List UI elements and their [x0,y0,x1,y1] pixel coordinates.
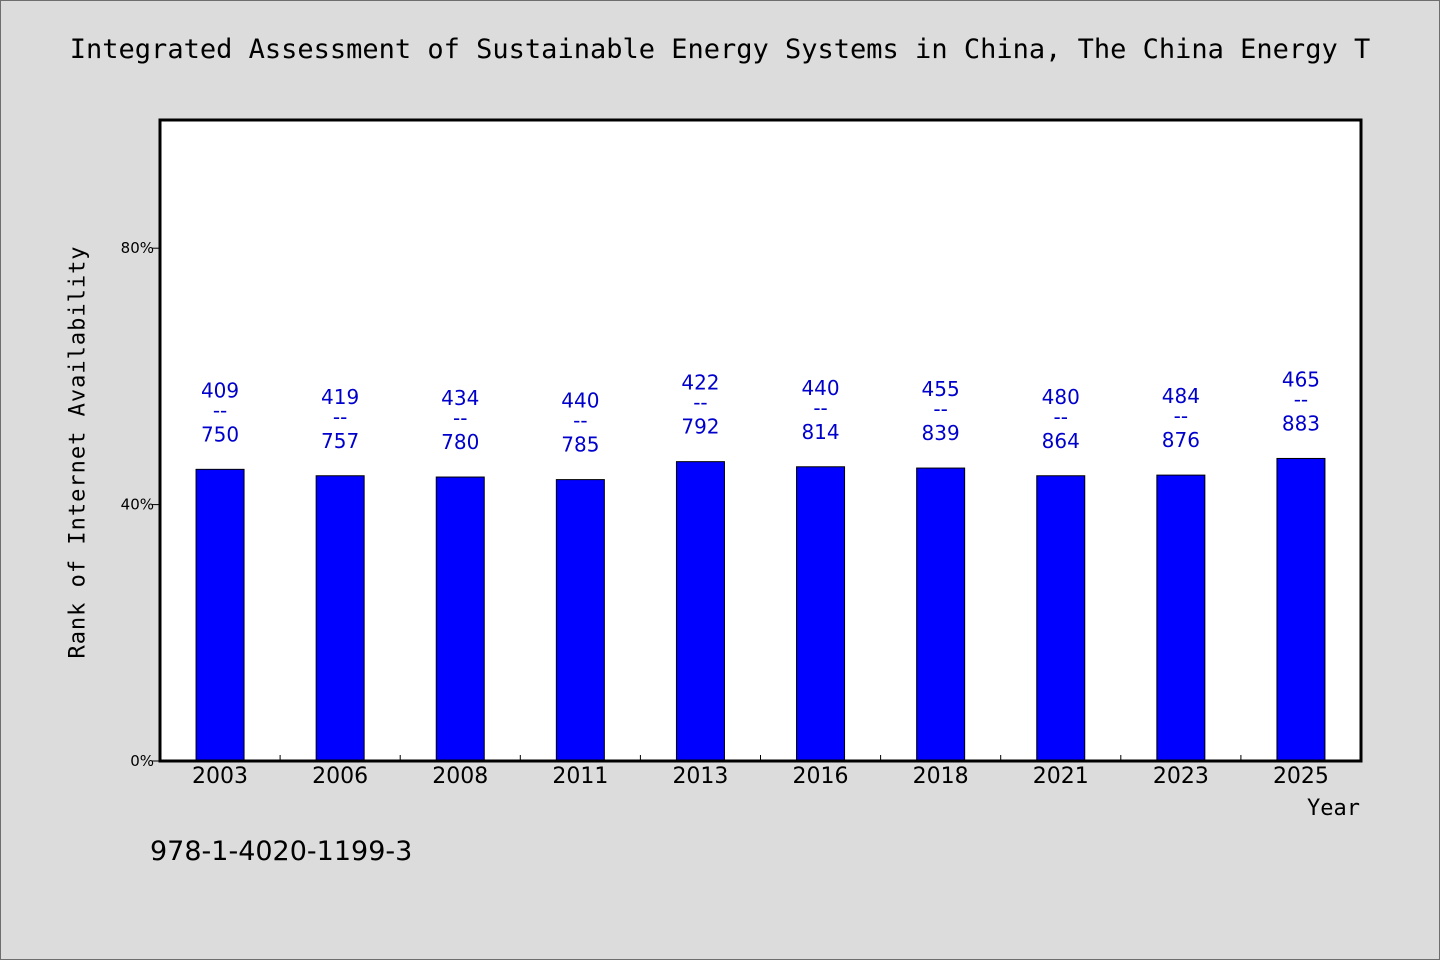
plot-border [158,118,1363,763]
x-tick-label: 2006 [312,764,368,789]
data-label-bottom: 750 [201,422,239,446]
y-tick-label: 0% [130,752,154,770]
data-label-separator: -- [693,391,707,415]
data-label-bottom: 792 [681,415,719,439]
bar [675,461,725,762]
data-label-separator: -- [1174,404,1188,428]
data-label-top: 440 [561,389,599,413]
data-label-bottom: 780 [441,430,479,454]
x-tick-label: 2021 [1033,764,1089,789]
chart-title: Integrated Assessment of Sustainable Ene… [69,34,1371,65]
data-label-separator: -- [813,396,827,420]
x-tick-label: 2025 [1273,764,1329,789]
y-tick-label: 80% [121,239,154,257]
data-label-top: 422 [681,371,719,395]
data-label-bottom: 839 [922,421,960,445]
bar [195,468,245,762]
x-tick-label: 2011 [552,764,608,789]
data-label-top: 440 [801,376,839,400]
data-label-top: 480 [1042,385,1080,409]
bar [555,479,605,762]
x-tick-label: 2016 [793,764,849,789]
data-label-separator: -- [1294,387,1308,411]
y-tick-label: 40% [121,496,154,514]
data-label-separator: -- [213,398,227,422]
x-tick-label: 2013 [672,764,728,789]
data-label-top: 484 [1162,384,1200,408]
x-tick-label: 2008 [432,764,488,789]
data-label-separator: -- [453,406,467,430]
data-label-bottom: 757 [321,429,359,453]
data-label-bottom: 883 [1282,411,1320,435]
bar [796,466,846,762]
x-tick-label: 2023 [1153,764,1209,789]
bar [916,467,966,762]
x-tick-label: 2018 [913,764,969,789]
bar [1276,457,1326,762]
data-label-top: 465 [1282,367,1320,391]
bar [1156,474,1206,762]
data-label-bottom: 876 [1162,428,1200,452]
bar [315,475,365,762]
data-label-separator: -- [933,397,947,421]
x-axis-label: Year [1307,796,1360,821]
data-label-top: 419 [321,385,359,409]
data-label-separator: -- [333,405,347,429]
data-label-bottom: 785 [561,433,599,457]
data-label-top: 434 [441,386,479,410]
data-label-separator: -- [573,409,587,433]
bar [435,476,485,762]
data-label-top: 409 [201,378,239,402]
x-tick-label: 2003 [192,764,248,789]
data-label-bottom: 814 [801,420,839,444]
data-label-top: 455 [922,377,960,401]
isbn-footnote: 978-1-4020-1199-3 [150,836,413,867]
data-label-bottom: 864 [1042,429,1080,453]
data-label-separator: -- [1054,405,1068,429]
bar [1036,475,1086,762]
